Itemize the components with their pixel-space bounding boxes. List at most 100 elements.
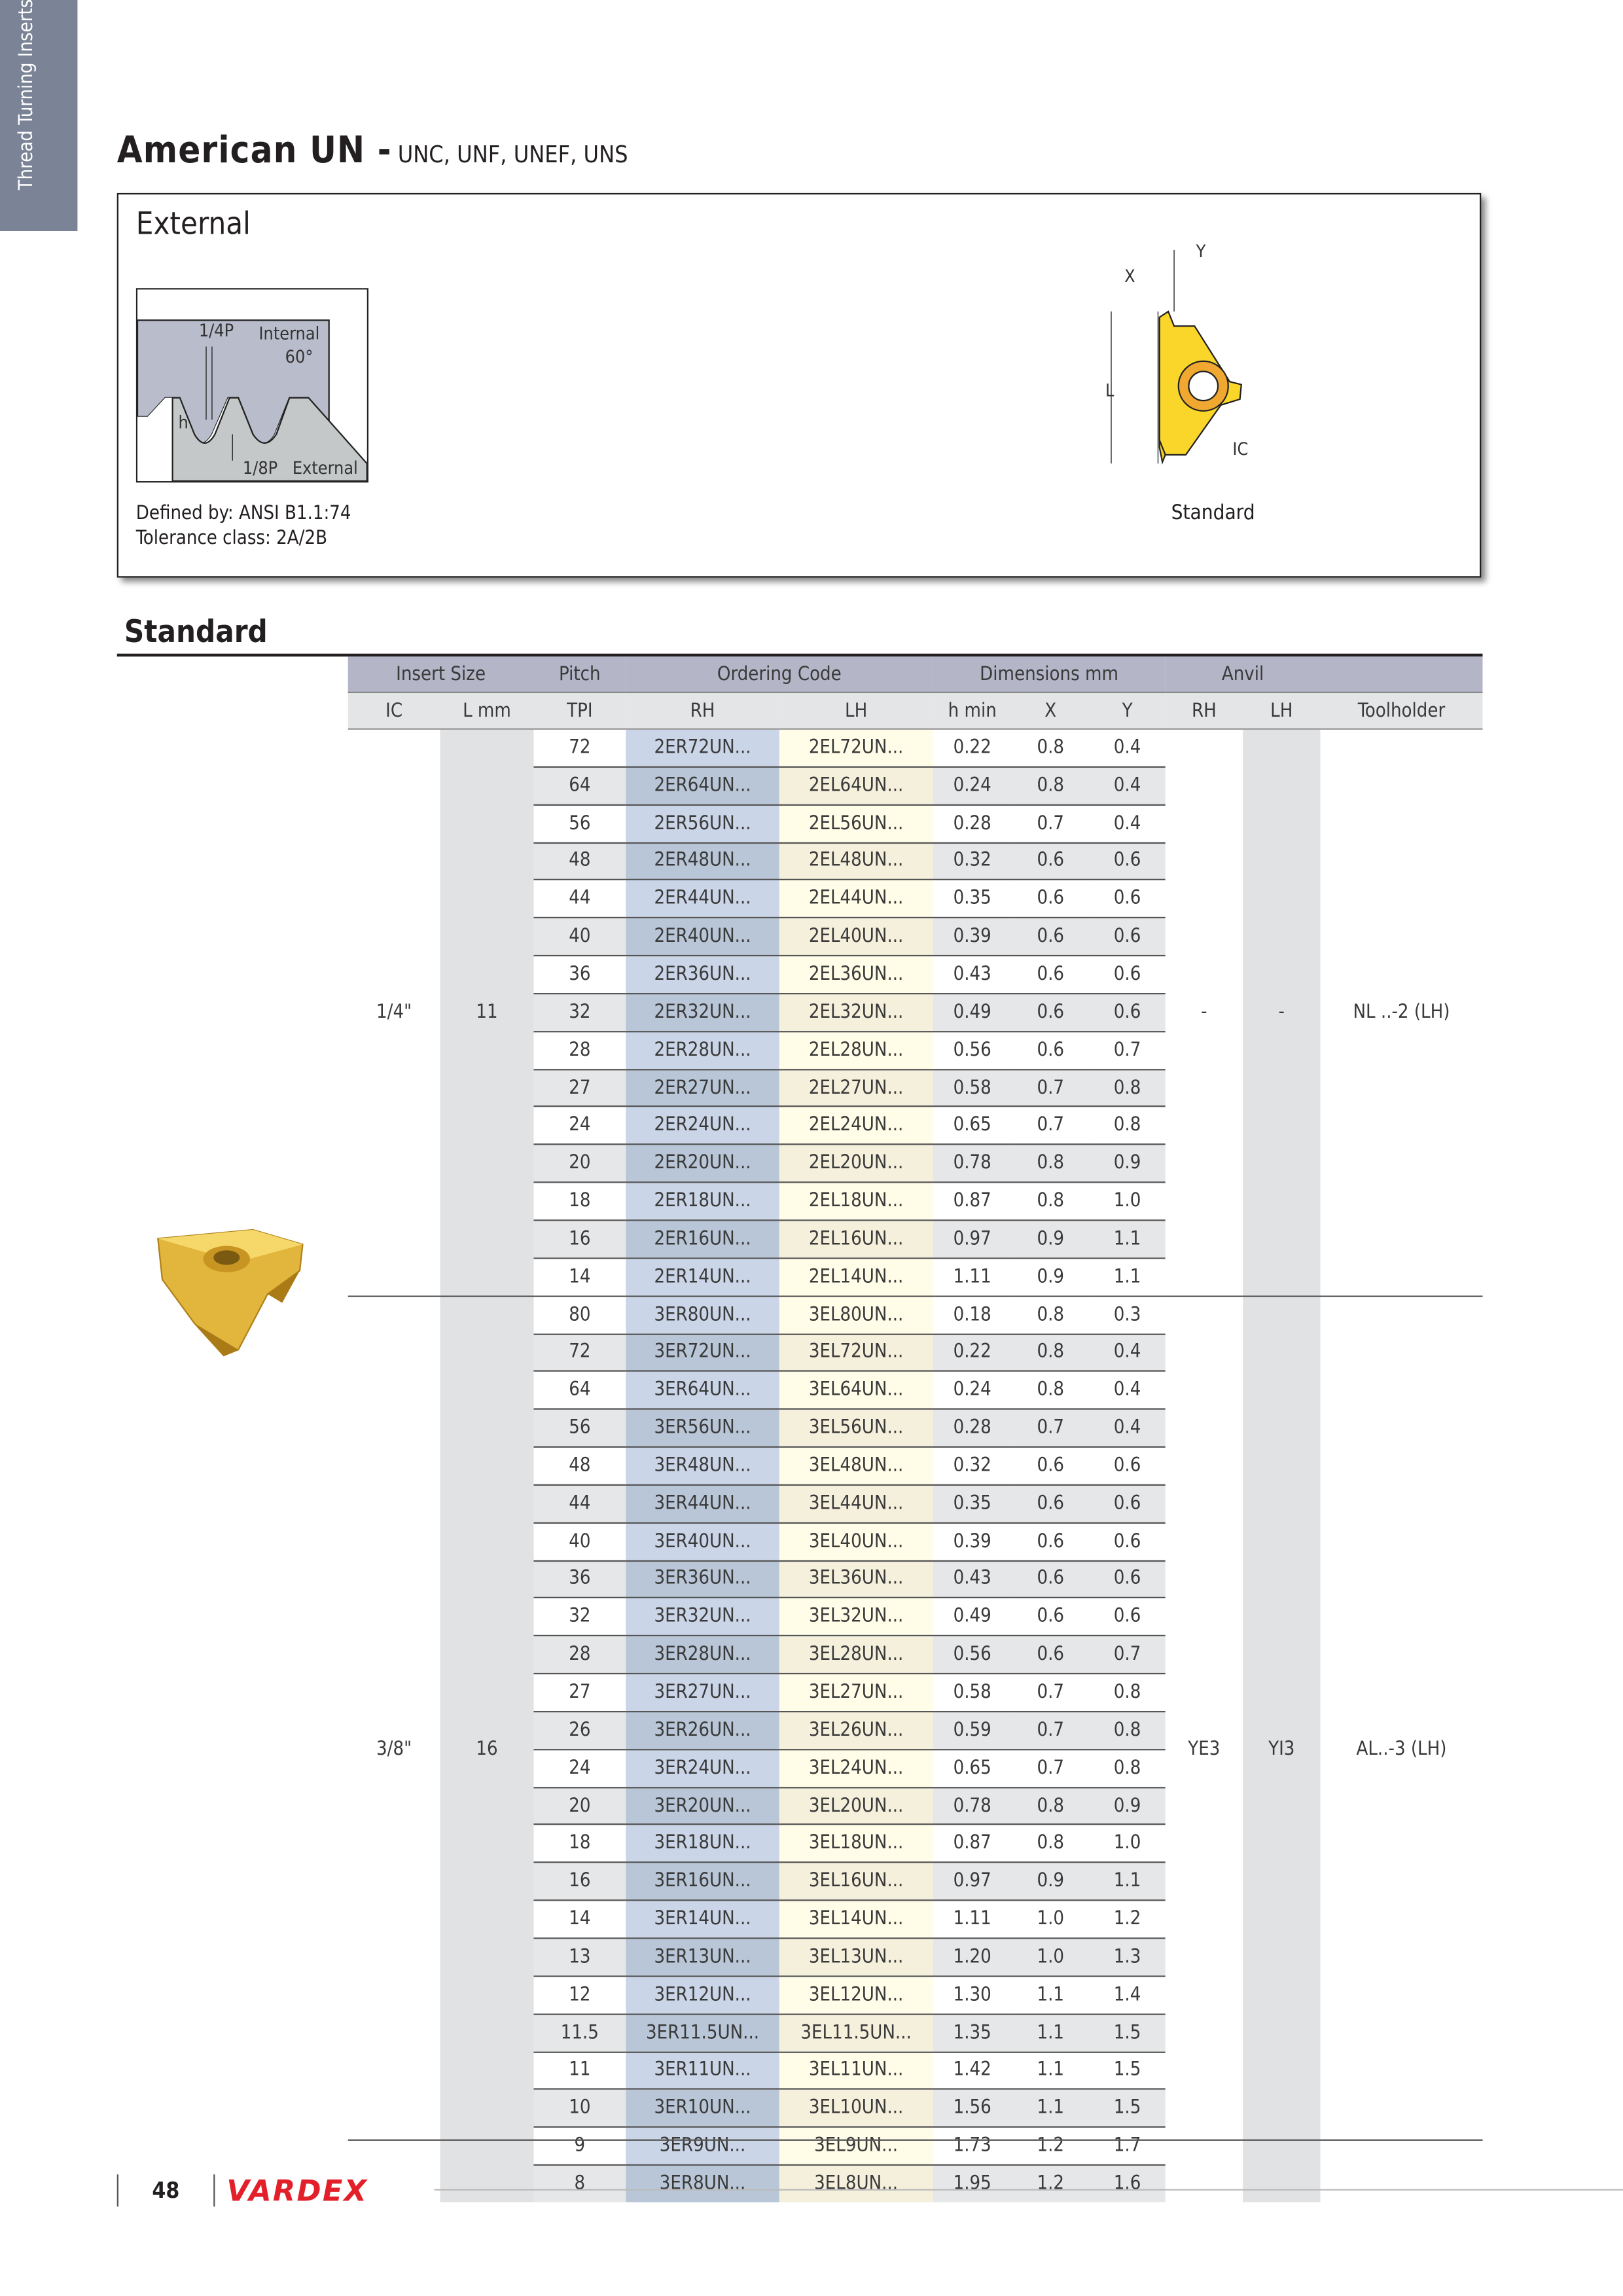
rh-code-cell: 2ER36UN... [626,955,779,994]
x-cell: 0.9 [1012,1257,1090,1296]
table-end-rule [348,2139,1483,2141]
tpi-cell: 26 [533,1710,626,1749]
section-title: Standard [124,614,268,649]
rh-code-cell: 2ER44UN... [626,879,779,918]
insert-photo [157,1229,304,1357]
x-cell: 1.2 [1012,2164,1090,2202]
lh-code-cell: 3EL13UN... [779,1937,933,1977]
tpi-cell: 8 [533,2164,626,2202]
y-cell: 0.8 [1089,1068,1166,1107]
y-cell: 0.4 [1089,1408,1166,1447]
h-min-cell: 0.78 [933,1143,1012,1183]
y-cell: 0.8 [1089,1748,1166,1787]
tpi-cell: 13 [533,1937,626,1977]
h-min-cell: 1.95 [933,2164,1012,2202]
h-min-cell: 0.28 [933,1408,1012,1447]
h-min-cell: 0.22 [953,736,991,759]
y-cell: 0.8 [1089,1106,1166,1145]
h-min-cell: 0.87 [933,1181,1012,1221]
y-cell: 0.6 [1089,955,1166,994]
x-cell: 0.8 [1012,766,1090,805]
rh-code-cell: 3ER80UN... [626,1295,779,1334]
lh-code-cell: 3EL8UN... [779,2164,933,2202]
lh-code-cell: 3EL40UN... [779,1522,933,1561]
y-cell: 1.5 [1089,2013,1166,2052]
y-cell: 1.3 [1089,1937,1166,1977]
x-cell: 1.1 [1012,2051,1090,2090]
table-row: 3/8" 16 80 3ER80UN... 3EL80UN... 0.18 0.8 0.3 YE… [348,1295,1483,2202]
rh-code-cell: 2ER27UN... [626,1068,779,1107]
l-mm-cell: 11 [440,728,534,1296]
rh-code-cell: 3ER26UN... [626,1710,779,1749]
x-cell: 0.8 [1012,1143,1090,1183]
h-min-cell: 0.24 [933,766,1012,805]
tpi-cell: 56 [533,1408,626,1447]
table-row: 11.5 3ER11.5UN... 3EL11.5UN... 1.35 1.1 1.5 [348,2013,1483,2052]
h-min-cell: 0.22 [933,1333,1012,1372]
x-cell: 0.8 [1012,1786,1090,1825]
y-cell: 1.6 [1089,2164,1166,2202]
x-cell: 0.6 [1012,1522,1090,1561]
h-min-cell: 0.28 [933,804,1012,842]
y-cell: 1.5 [1089,2051,1166,2090]
tpi-cell: 36 [533,955,626,994]
y-cell: 0.7 [1089,1030,1166,1069]
h-min-cell: 1.35 [933,2013,1012,2052]
h-min-cell: 0.32 [933,841,1012,880]
table-row: 48 3ER48UN... 3EL48UN... 0.32 0.6 0.6 [348,1446,1483,1485]
table-row: 20 3ER20UN... 3EL20UN... 0.78 0.8 0.9 [348,1786,1483,1825]
rh-code-cell: 3ER9UN... [626,2126,779,2165]
h-min-cell: 0.65 [933,1748,1012,1787]
y-cell: 0.9 [1089,1786,1166,1825]
column-header-lh: LH [779,692,933,730]
rh-code-cell: 3ER12UN... [626,1975,779,2014]
lh-code-cell: 2EL28UN... [779,1030,933,1069]
rh-code-cell: 3ER16UN... [626,1861,779,1901]
label-angle: 60° [285,347,313,367]
tpi-cell: 48 [533,1446,626,1485]
table-row: 11 3ER11UN... 3EL11UN... 1.42 1.1 1.5 [348,2051,1483,2090]
anvil-rh-cell: YE3 [1165,1295,1243,2202]
tpi-cell: 11 [533,2051,626,2090]
rh-code-cell: 3ER20UN... [626,1786,779,1825]
h-min-cell: 0.39 [933,1522,1012,1561]
table-row: 36 2ER36UN... 2EL36UN... 0.43 0.6 0.6 [348,955,1483,994]
rh-code-cell: 3ER72UN... [626,1333,779,1372]
lh-code-cell: 2EL24UN... [779,1106,933,1145]
rh-code-cell: 3ER27UN... [626,1673,779,1712]
rh-code-cell: 2ER28UN... [626,1030,779,1069]
y-cell: 1.1 [1089,1861,1166,1901]
page-number: 48 [152,2177,180,2204]
table-row: 1/4" 11 72 2ER72UN... 2EL72UN... 0.22 0.8 0.4- -… [348,728,1483,1296]
x-cell: 0.6 [1012,1446,1090,1485]
y-cell: 0.8 [1089,1673,1166,1712]
rh-code-cell: 2ER48UN... [626,841,779,880]
lh-code-cell: 2EL18UN... [779,1181,933,1221]
insert-dimension-diagram: X Y L IC [1105,242,1248,465]
tpi-cell: 20 [533,1143,626,1183]
y-cell: 0.6 [1089,1597,1166,1636]
side-tab-label: Thread Turning Inserts [16,0,39,190]
tpi-cell: 10 [533,2089,626,2128]
table-row: 26 3ER26UN... 3EL26UN... 0.59 0.7 0.8 [348,1710,1483,1749]
lh-code-cell: 3EL27UN... [779,1673,933,1712]
y-cell: 0.4 [1089,1333,1166,1372]
vardex-logo: VARDEX [226,2174,366,2206]
x-cell: 1.0 [1012,1899,1090,1939]
column-header-rh: RH [626,692,779,730]
x-cell: 0.6 [1012,1030,1090,1069]
h-min-cell: 1.11 [933,1899,1012,1939]
lh-code-cell: 2EL20UN... [779,1143,933,1183]
lh-code-cell: 2EL72UN... [779,728,933,767]
table-row: 10 3ER10UN... 3EL10UN... 1.56 1.1 1.5 [348,2089,1483,2128]
tpi-cell: 28 [533,1030,626,1069]
x-cell: 1.0 [1012,1937,1090,1977]
tpi-cell: 40 [533,917,626,956]
y-cell: 0.6 [1089,1522,1166,1561]
tpi-cell: 14 [533,1899,626,1939]
h-min-cell: 0.49 [933,992,1012,1031]
y-cell: 1.5 [1089,2089,1166,2128]
x-cell: 0.7 [1012,1710,1090,1749]
rh-code-cell: 3ER40UN... [626,1522,779,1561]
table-row: 12 3ER12UN... 3EL12UN... 1.30 1.1 1.4 [348,1975,1483,2014]
